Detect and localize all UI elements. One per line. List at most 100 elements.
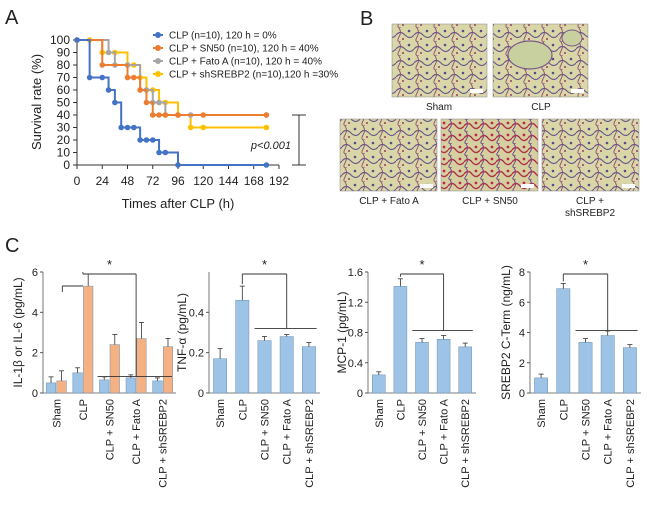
y-tick-label: 0 <box>519 388 525 400</box>
y-tick-label: 6 <box>32 267 38 279</box>
y-tick-label: 2 <box>519 358 525 370</box>
data-point <box>156 112 162 118</box>
bar <box>622 347 637 394</box>
data-point <box>105 87 112 93</box>
bar-charts: 0 2 4 6 IL-1β or IL-6 (pg/mL) Sham CLP CLP + SN… <box>11 257 641 488</box>
category-label: CLP + Fato A <box>282 398 294 464</box>
y-tick-label: 4 <box>32 307 38 319</box>
bar <box>415 342 429 394</box>
x-tick-label: 120 <box>193 174 213 188</box>
category-label: Sham <box>536 399 548 428</box>
significance-star: * <box>107 257 112 272</box>
panel-letter-c: C <box>5 235 19 257</box>
x-tick-label: 0 <box>74 174 81 188</box>
category-label: CLP + shSREBP2 <box>625 399 637 488</box>
y-tick-label: 4 <box>519 328 525 340</box>
y-tick-label: 6 <box>519 297 525 309</box>
legend-marker <box>155 71 161 77</box>
category-label: CLP <box>395 399 407 420</box>
y-tick-label: 20 <box>57 133 71 147</box>
y-tick-label: 1.6 <box>348 267 363 279</box>
category-label: CLP + shSREBP2 <box>304 399 316 488</box>
data-point <box>99 62 106 68</box>
bar <box>56 380 67 394</box>
category-label: CLP + SN50 <box>581 399 593 460</box>
data-point <box>137 137 143 143</box>
y-tick-label: 0 <box>198 388 204 400</box>
y-axis-label: IL-1β or IL-6 (pg/mL) <box>11 277 25 387</box>
bar <box>152 380 163 394</box>
data-point <box>124 124 131 131</box>
bar-chart-4: 0 2 4 6 8 SREBP2 C-Term (ng/mL) Sham CLP CLP + S… <box>499 257 641 488</box>
bar <box>458 346 472 394</box>
bar <box>162 346 174 394</box>
bar <box>301 346 316 394</box>
y-tick-label: 90 <box>57 46 71 60</box>
bar <box>393 286 408 394</box>
bar <box>556 288 571 394</box>
data-point <box>131 74 137 81</box>
category-label: CLP <box>558 399 570 420</box>
data-point <box>99 74 106 81</box>
scale-bar <box>521 184 534 188</box>
legend-label: CLP + Fato A (n=10), 120 h = 40% <box>169 57 322 68</box>
data-point <box>74 37 80 43</box>
x-tick-label: 24 <box>96 174 110 188</box>
data-point <box>200 124 207 131</box>
x-tick-label: 96 <box>171 174 185 188</box>
histology-panel: Sham CLP CLP + Fato A CLP + SN50 CLP + s… <box>339 23 640 219</box>
data-point <box>112 99 118 106</box>
data-point <box>263 162 270 168</box>
category-label: CLP + Fato A <box>131 398 143 464</box>
caption-fato-a: CLP + Fato A <box>359 196 419 207</box>
y-tick-label: 10 <box>57 146 71 160</box>
data-point <box>143 137 150 143</box>
caption-clp: CLP <box>531 102 551 113</box>
category-label: CLP + shSREBP2 <box>158 399 170 488</box>
data-point <box>86 74 93 81</box>
series-line <box>77 39 267 166</box>
bar <box>45 382 57 394</box>
scale-bar <box>622 184 635 188</box>
y-tick-label: 0.2 <box>189 348 204 360</box>
category-label: CLP + Fato A <box>603 398 615 464</box>
legend-marker <box>155 32 161 38</box>
x-tick-label: 72 <box>146 174 160 188</box>
scale-bar <box>420 184 433 188</box>
data-point <box>187 124 194 131</box>
bar <box>136 338 147 394</box>
y-tick-label: 8 <box>519 267 525 279</box>
bar <box>125 377 136 394</box>
bar <box>279 336 294 394</box>
scale-bar <box>470 89 483 93</box>
x-tick-label: 192 <box>269 174 289 188</box>
vessel-lumen <box>561 29 583 47</box>
bar <box>83 285 94 394</box>
histology-image-shsrebp2 <box>541 118 640 192</box>
category-label: CLP + SN50 <box>417 399 429 460</box>
histology-image-fato-a <box>339 118 438 192</box>
data-point <box>200 112 207 118</box>
data-point <box>263 112 270 118</box>
vessel-lumen <box>507 40 553 70</box>
caption-shsrebp2-line2: shSREBP2 <box>565 208 615 219</box>
data-point <box>156 149 162 156</box>
legend-marker <box>155 58 161 64</box>
significance-star: * <box>419 257 424 272</box>
data-point <box>105 49 112 56</box>
category-label: Sham <box>215 399 227 428</box>
data-point <box>149 137 156 143</box>
data-point <box>149 112 156 118</box>
bar <box>436 339 451 394</box>
y-tick-label: 100 <box>50 33 70 47</box>
category-label: CLP <box>237 399 249 420</box>
series-line <box>77 39 267 116</box>
category-label: CLP + Fato A <box>439 398 451 464</box>
bar <box>109 344 120 394</box>
category-label: CLP + SN50 <box>260 399 272 460</box>
y-axis-label: SREBP2 C-Term (ng/mL) <box>499 265 513 400</box>
x-tick-label: 48 <box>121 174 135 188</box>
panel-letter-a: A <box>5 7 19 29</box>
